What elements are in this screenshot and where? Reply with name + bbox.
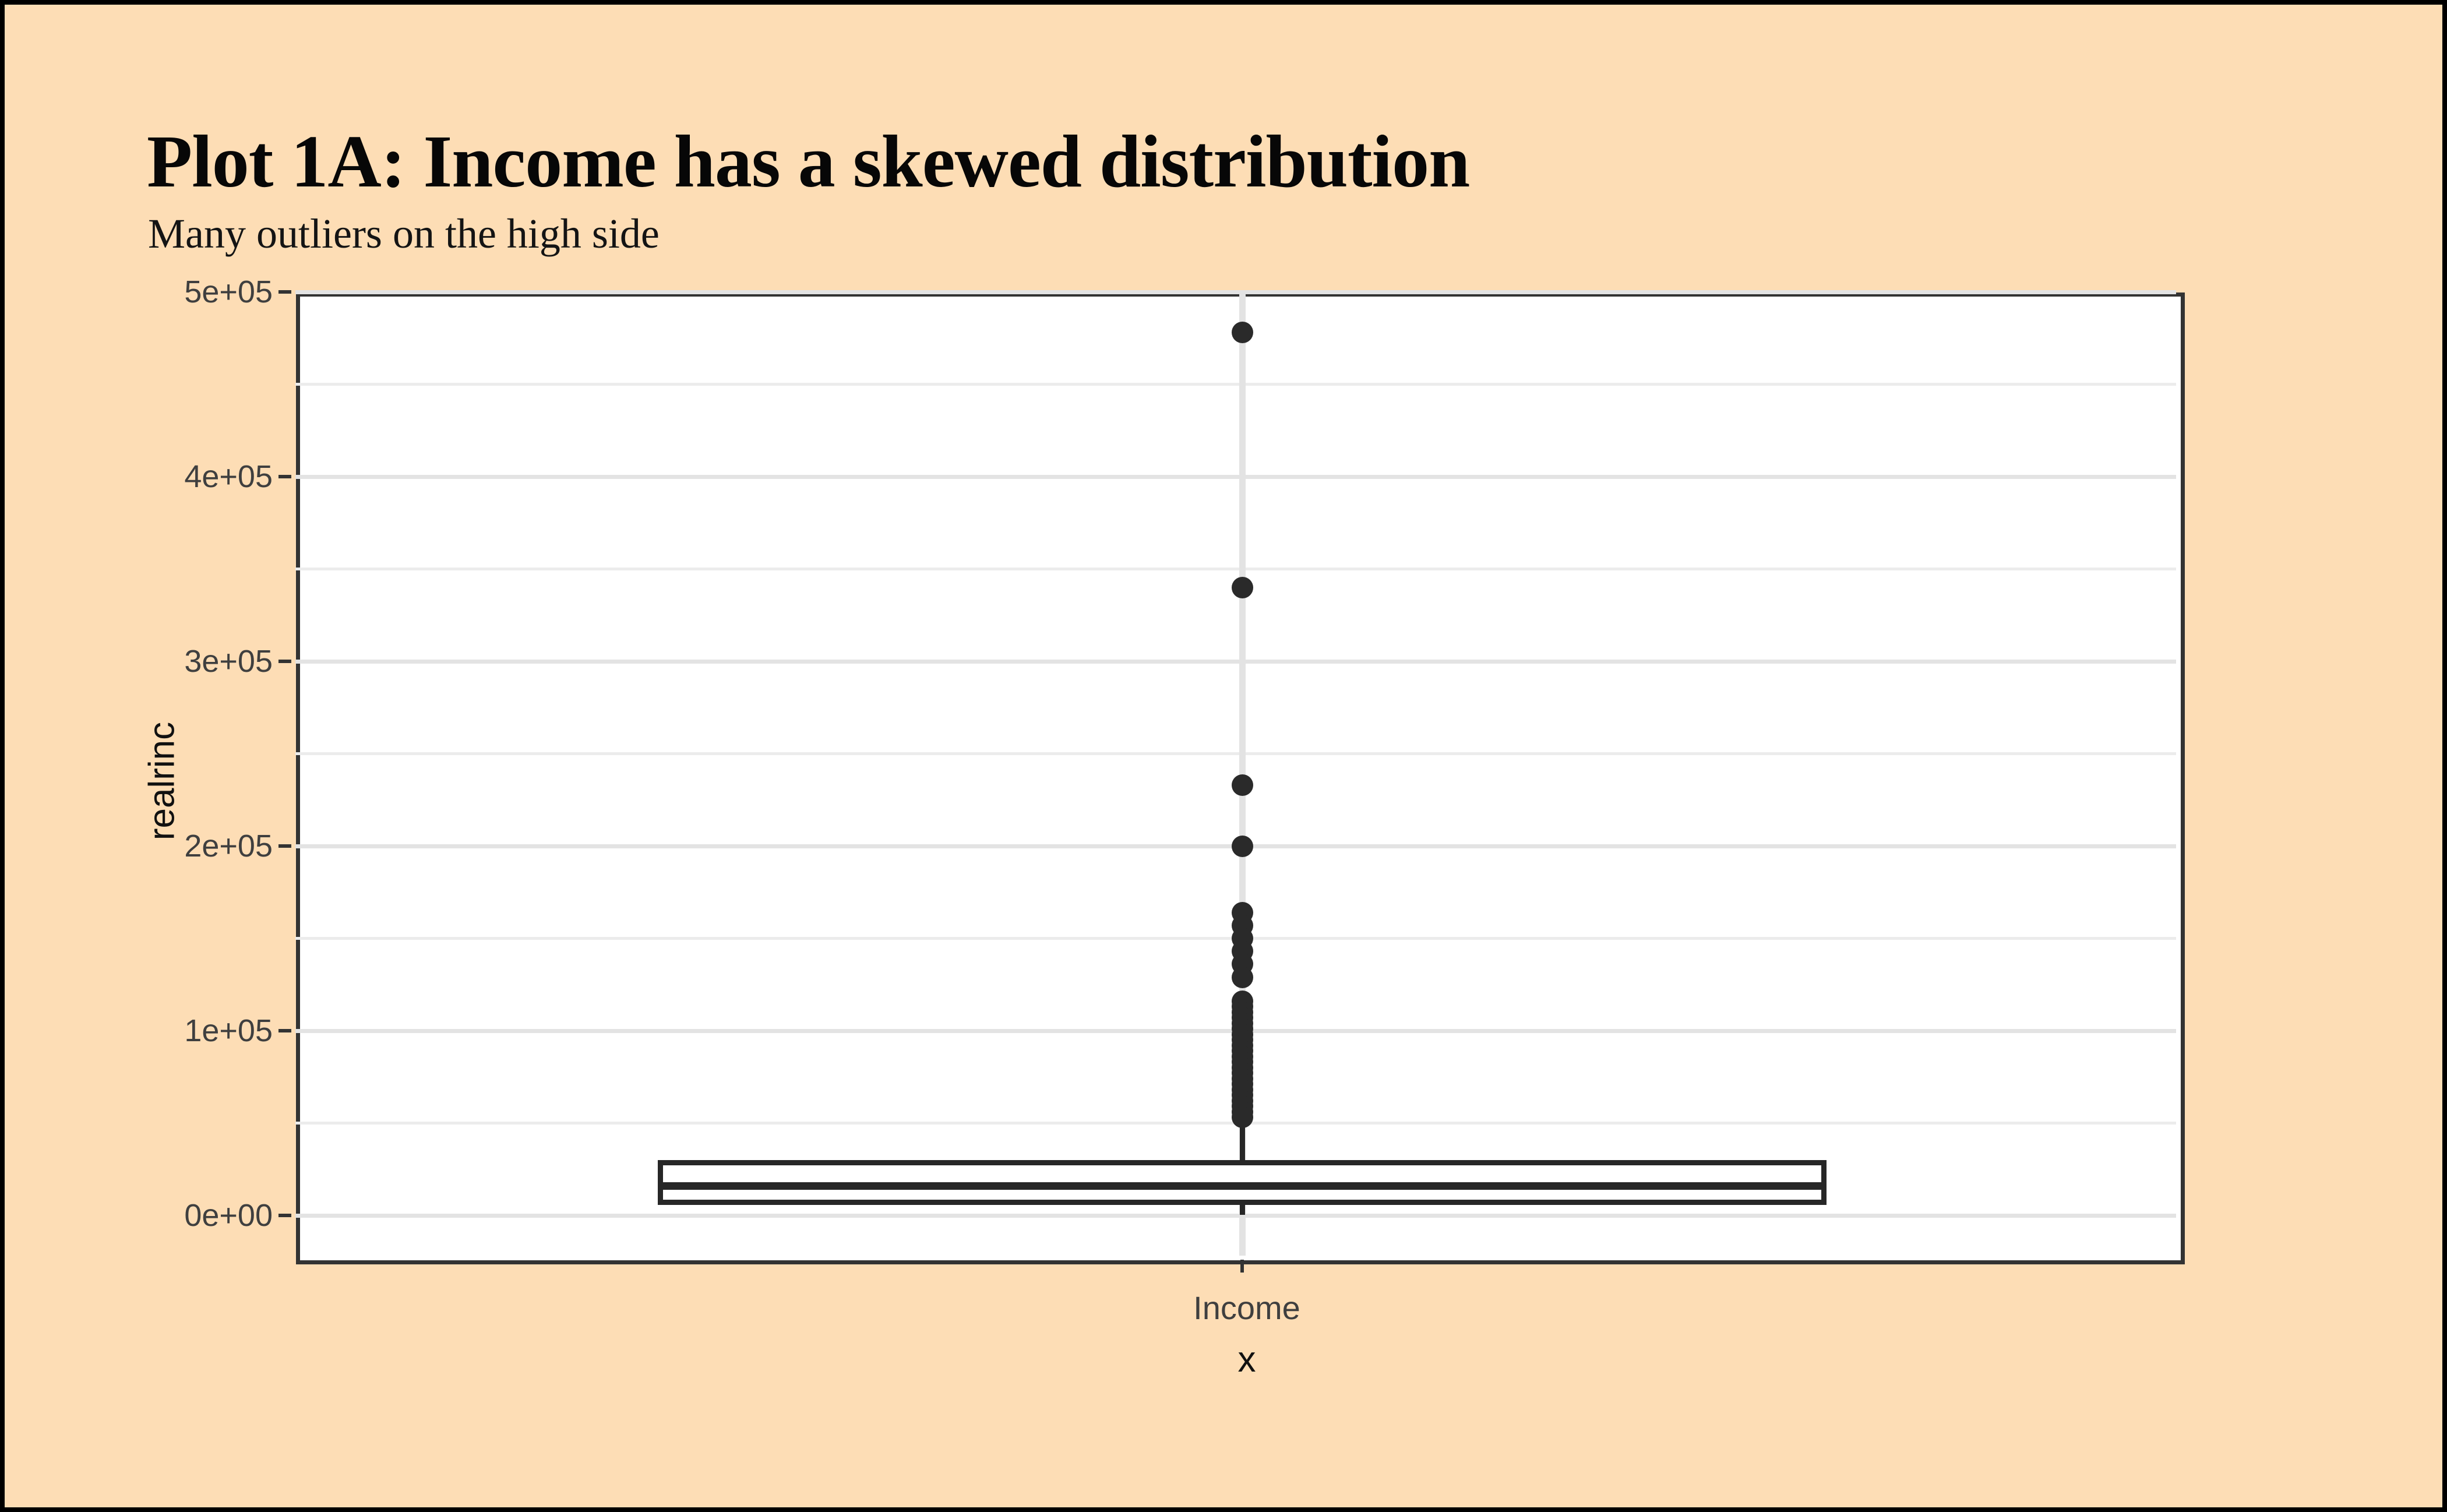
y-axis-title: realrinc [142, 721, 182, 841]
figure-background: Plot 1A: Income has a skewed distributio… [5, 5, 2442, 1507]
y-axis-tick [278, 1214, 291, 1217]
y-axis-tick [278, 475, 291, 478]
y-gridline-major [295, 1213, 2176, 1218]
outlier-point [1231, 1106, 1253, 1129]
outlier-point [1231, 774, 1253, 796]
boxplot-lower-whisker [1239, 1202, 1245, 1215]
x-axis-title: x [1237, 1340, 1256, 1380]
y-gridline-major [295, 290, 2176, 294]
x-axis-tick [1240, 1260, 1244, 1273]
y-gridline-minor [295, 568, 2176, 570]
y-tick-label: 0e+00 [184, 1198, 273, 1233]
outlier-point [1231, 835, 1253, 857]
y-axis-tick [278, 660, 291, 663]
y-axis-tick [278, 844, 291, 848]
boxplot-upper-whisker [1239, 1127, 1245, 1163]
y-axis-tick [278, 290, 291, 294]
x-gridline-major [1239, 292, 1246, 1256]
y-tick-label: 5e+05 [184, 274, 273, 309]
y-gridline-minor [295, 752, 2176, 755]
chart-generated-layer: 0e+00 1e+05 2e+05 3e+05 4e+05 5e+05 [5, 5, 2442, 1507]
outlier-point [1231, 322, 1253, 344]
x-tick-label-income: Income [1193, 1289, 1300, 1326]
y-gridline-minor [295, 383, 2176, 386]
outlier-point [1231, 576, 1253, 598]
y-axis-tick [278, 1029, 291, 1032]
y-tick-label: 1e+05 [184, 1013, 273, 1048]
chart-title: Plot 1A: Income has a skewed distributio… [147, 120, 1470, 203]
y-tick-label: 2e+05 [184, 829, 273, 864]
y-tick-label: 4e+05 [184, 459, 273, 494]
y-gridline-major [295, 659, 2176, 664]
boxplot-median-line [663, 1182, 1821, 1190]
outlier-point [1231, 966, 1253, 988]
y-tick-label: 3e+05 [184, 644, 273, 679]
y-gridline-major [295, 474, 2176, 479]
chart-subtitle: Many outliers on the high side [148, 210, 660, 257]
